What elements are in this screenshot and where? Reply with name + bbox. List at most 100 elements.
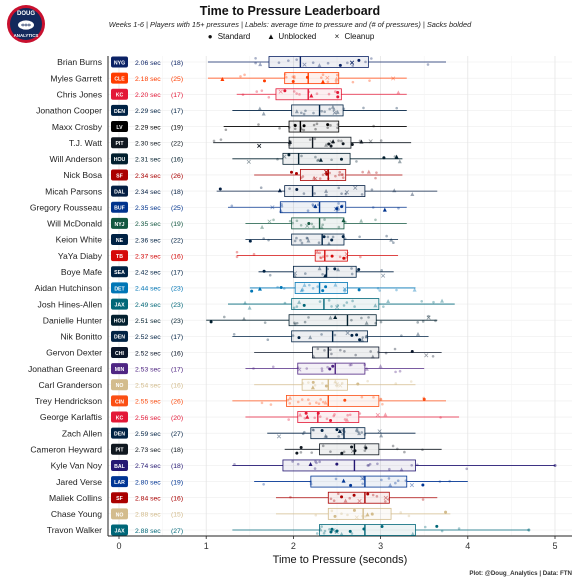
- standard-point: [262, 483, 265, 486]
- standard-point: [323, 529, 327, 533]
- standard-point: [283, 301, 287, 305]
- standard-point: [313, 383, 317, 387]
- cleanup-point: [332, 110, 337, 115]
- pressure-count-label: (18): [171, 189, 183, 196]
- avg-time-label: 2.56 sec: [135, 415, 161, 422]
- unblocked-point: [258, 62, 263, 67]
- standard-point: [295, 321, 299, 325]
- standard-point: [295, 219, 299, 223]
- unblocked-point: [360, 337, 365, 342]
- standard-point: [266, 338, 270, 342]
- standard-point: [374, 176, 377, 180]
- standard-point: [307, 381, 310, 384]
- standard-point: [440, 529, 444, 533]
- standard-point: [321, 289, 325, 293]
- avg-time-label: 2.35 sec: [135, 205, 161, 212]
- standard-point: [218, 187, 222, 191]
- team-abbr: HOU: [114, 157, 126, 163]
- unblocked-point: [300, 287, 305, 292]
- chart-subtitle: Weeks 1-6 | Players with 15+ pressures |…: [108, 20, 472, 29]
- cleanup-point: [350, 448, 356, 454]
- standard-point: [321, 272, 324, 276]
- team-abbr: NYJ: [114, 222, 124, 228]
- unblocked-point: [364, 320, 369, 325]
- standard-point: [341, 176, 345, 179]
- standard-point: [369, 350, 372, 353]
- player-name: Trey Hendrickson: [35, 396, 102, 406]
- standard-point: [361, 514, 364, 518]
- team-logo-icon: [111, 121, 128, 133]
- standard-point: [366, 379, 369, 383]
- pressure-count-label: (22): [171, 140, 183, 147]
- standard-point: [291, 334, 295, 337]
- pressure-count-label: (20): [171, 415, 183, 422]
- standard-point: [301, 432, 305, 436]
- standard-point: [353, 449, 357, 453]
- standard-point: [342, 107, 346, 111]
- standard-point: [322, 532, 326, 535]
- standard-point: [374, 218, 377, 222]
- standard-point: [380, 478, 383, 482]
- player-name: Will Anderson: [49, 154, 102, 164]
- team-abbr: DEN: [114, 109, 125, 115]
- standard-point: [360, 431, 364, 434]
- standard-point: [361, 170, 364, 174]
- standard-point: [350, 333, 354, 337]
- unblocked-point: [336, 267, 341, 272]
- iqr-box: [327, 507, 392, 520]
- iqr-box: [297, 411, 360, 423]
- unblocked-point: [313, 204, 318, 209]
- standard-point: [350, 267, 353, 270]
- standard-point: [293, 239, 297, 243]
- standard-point: [384, 351, 388, 355]
- standard-point: [368, 79, 371, 82]
- logo-text-top: DOUG: [17, 11, 35, 17]
- standard-point: [324, 285, 328, 289]
- avg-time-label: 2.37 sec: [135, 253, 161, 260]
- unblocked-point: [440, 298, 445, 303]
- cleanup-cross-icon: ×: [334, 32, 340, 41]
- standard-point: [233, 463, 236, 466]
- cleanup-point: [391, 76, 396, 81]
- standard-point: [315, 532, 319, 535]
- standard-point: [371, 206, 375, 209]
- unblocked-point: [359, 218, 364, 223]
- player-name: Carl Granderson: [38, 380, 102, 390]
- standard-point: [360, 316, 363, 320]
- player-name: Jonathon Cooper: [36, 106, 102, 116]
- standard-point: [314, 460, 317, 463]
- standard-point: [318, 177, 322, 180]
- player-name: Aidan Hutchinson: [35, 283, 103, 293]
- player-row: Jonathon Cooper DEN 2.29 sec (17): [36, 104, 407, 117]
- unblocked-point: [359, 139, 364, 144]
- standard-point: [310, 222, 314, 226]
- standard-point: [340, 512, 343, 516]
- standard-point: [235, 250, 239, 254]
- unblocked-point: [298, 412, 303, 417]
- cleanup-point: [345, 330, 350, 336]
- avg-time-label: 2.49 sec: [135, 302, 161, 309]
- unblocked-point: [383, 412, 388, 417]
- team-abbr: SEA: [114, 270, 125, 276]
- standard-point: [308, 138, 312, 141]
- standard-point: [323, 218, 326, 221]
- standard-point: [309, 482, 313, 486]
- standard-point: [271, 365, 275, 369]
- standard-point: [315, 92, 319, 95]
- unblocked-point: [388, 482, 393, 487]
- standard-point: [323, 110, 326, 114]
- unblocked-point: [339, 531, 344, 536]
- standard-point: [283, 89, 287, 93]
- standard-point: [363, 363, 367, 367]
- team-logo-icon: [111, 314, 128, 326]
- standard-point: [315, 461, 318, 465]
- x-tick-label: 1: [204, 541, 209, 551]
- standard-point: [438, 480, 442, 483]
- standard-point: [328, 528, 331, 531]
- standard-point: [308, 402, 312, 405]
- pressure-count-label: (15): [171, 512, 183, 519]
- unblocked-point: [319, 225, 324, 230]
- unblocked-point: [306, 238, 311, 243]
- player-row: Will Anderson HOU 2.31 sec (16): [49, 152, 403, 165]
- avg-time-label: 2.36 sec: [135, 237, 161, 244]
